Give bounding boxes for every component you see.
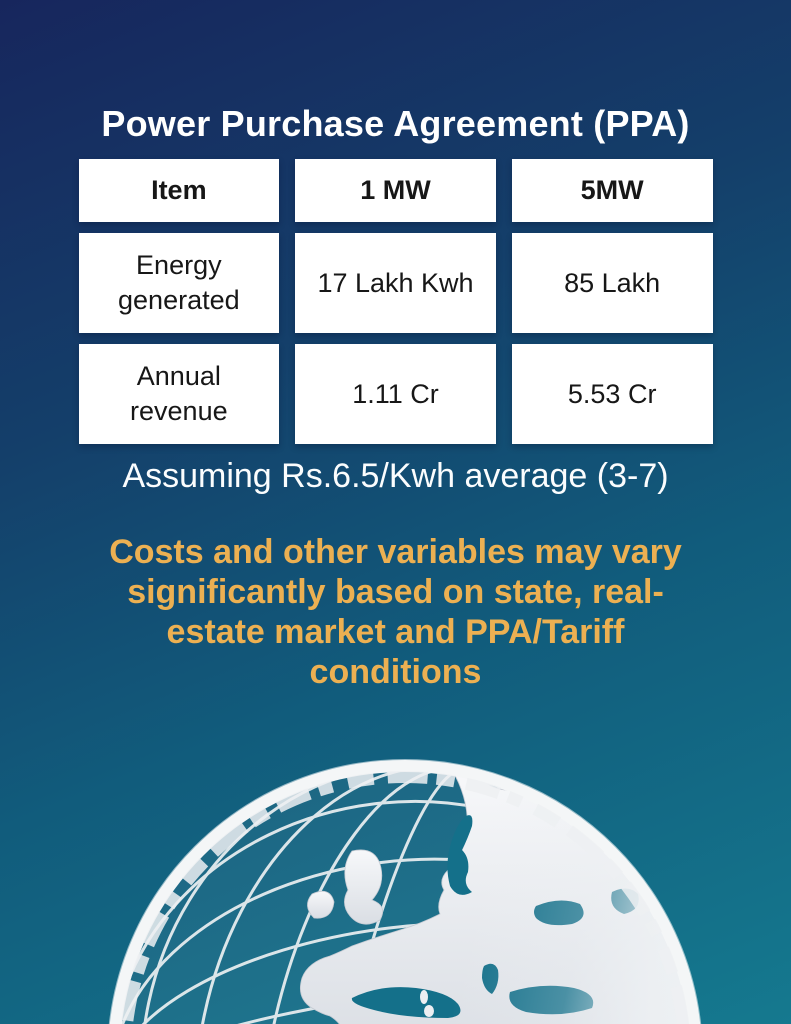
table-cell-revenue-5mw: 5.53 Cr (511, 344, 713, 444)
ppa-table: Item 1 MW 5MW Energy generated 17 Lakh K… (78, 159, 713, 444)
globe-limb-highlight (115, 767, 695, 1024)
table-header-1mw-label: 1 MW (360, 175, 431, 206)
energy-1mw-value: 17 Lakh Kwh (317, 267, 474, 298)
disclaimer-text: Costs and other variables may vary signi… (109, 533, 682, 691)
energy-5mw-value: 85 Lakh (564, 267, 661, 298)
energy-generated-label: Energy generated (118, 250, 240, 315)
revenue-5mw-value: 5.53 Cr (567, 378, 657, 409)
globe-rim (108, 759, 702, 1024)
table-cell-energy-1mw: 17 Lakh Kwh (295, 233, 496, 333)
table-header-5mw-label: 5MW (580, 175, 644, 206)
revenue-1mw-value: 1.11 Cr (352, 378, 439, 409)
assumption-note: Assuming Rs.6.5/Kwh average (3-7) (122, 457, 669, 495)
table-cell-revenue-1mw: 1.11 Cr (295, 344, 496, 444)
table-cell-energy-5mw: 85 Lakh (511, 233, 713, 333)
table-header-5mw: 5MW (511, 159, 713, 222)
table-header-item: Item (78, 159, 280, 222)
table-header-item-label: Item (151, 175, 207, 206)
globe-illustration (108, 759, 702, 1024)
table-cell-energy-generated: Energy generated (78, 233, 280, 333)
page-title: Power Purchase Agreement (PPA) (101, 103, 690, 144)
table-cell-annual-revenue: Annual revenue (78, 344, 280, 444)
table-header-1mw: 1 MW (295, 159, 496, 222)
annual-revenue-label: Annual revenue (130, 361, 228, 426)
